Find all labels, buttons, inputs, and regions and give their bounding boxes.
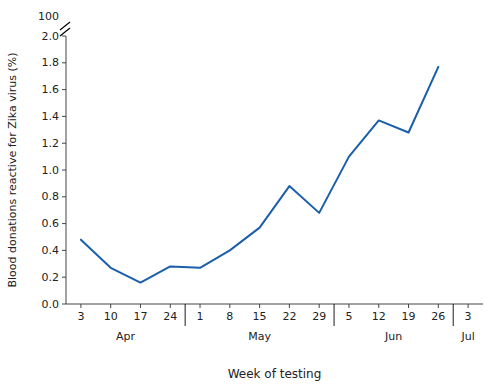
- x-tick: [408, 304, 409, 308]
- plot-area: [81, 67, 438, 283]
- y-tick-label: 0.4: [42, 244, 60, 257]
- month-divider: [185, 304, 186, 326]
- chart: 0.0 0.2 0.4 0.6 0.8 1.0 1.2 1.4 1.6 1.8 2.0 100 3 10 1…: [0, 0, 497, 388]
- x-tick-label: 10: [104, 310, 118, 323]
- y-tick-label: 0.2: [42, 271, 60, 284]
- x-tick: [80, 304, 81, 308]
- x-tick: [289, 304, 290, 308]
- x-tick: [140, 304, 141, 308]
- x-tick: [170, 304, 171, 308]
- month-divider: [453, 304, 454, 326]
- x-tick: [229, 304, 230, 308]
- month-divider: [334, 304, 335, 326]
- y-axis-line: [66, 36, 67, 304]
- y-tick-label: 0.0: [42, 298, 60, 311]
- y-tick: [62, 250, 66, 251]
- y-tick-label: 1.2: [42, 137, 60, 150]
- x-axis-label: Week of testing: [228, 367, 322, 381]
- month-label: Jul: [460, 330, 474, 343]
- y-tick-label: 0.6: [42, 217, 60, 230]
- x-tick: [259, 304, 260, 308]
- axis-break: 100: [38, 10, 70, 37]
- y-tick: [62, 304, 66, 305]
- x-tick: [200, 304, 201, 308]
- y-tick-label: 1.6: [42, 83, 60, 96]
- month-label: Jun: [384, 330, 402, 343]
- y-tick-label: 0.8: [42, 190, 60, 203]
- month-label: Apr: [116, 330, 136, 343]
- x-tick-label: 17: [133, 310, 147, 323]
- y-tick: [62, 116, 66, 117]
- y-tick: [62, 277, 66, 278]
- y-tick: [62, 62, 66, 63]
- x-tick-label: 26: [431, 310, 445, 323]
- y-tick: [62, 223, 66, 224]
- y-tick-label: 1.0: [42, 164, 60, 177]
- data-line: [81, 67, 438, 283]
- y-tick-label: 1.8: [42, 56, 60, 69]
- y-axis-label: Blood donations reactive for Zika virus …: [6, 52, 19, 287]
- y-tick: [62, 89, 66, 90]
- y-tick-label: 1.4: [42, 110, 60, 123]
- x-tick: [319, 304, 320, 308]
- x-tick: [438, 304, 439, 308]
- month-label: May: [248, 330, 271, 343]
- x-axis: 3 10 17 24 1 8 15 22 29 5 12 19 26 3 Apr May Jun Jul: [66, 304, 483, 343]
- x-tick-label: 29: [312, 310, 326, 323]
- x-tick-label: 1: [197, 310, 204, 323]
- break-mark: [60, 28, 70, 36]
- x-tick-label: 5: [345, 310, 352, 323]
- x-axis-line: [66, 304, 483, 305]
- x-tick-label: 12: [372, 310, 386, 323]
- y-tick: [62, 143, 66, 144]
- x-tick-label: 15: [253, 310, 267, 323]
- x-tick-label: 3: [77, 310, 84, 323]
- x-tick-label: 8: [226, 310, 233, 323]
- y-tick: [62, 36, 66, 37]
- x-tick: [468, 304, 469, 308]
- x-tick-label: 24: [163, 310, 177, 323]
- x-tick-label: 3: [465, 310, 472, 323]
- x-tick-label: 22: [282, 310, 296, 323]
- x-tick: [110, 304, 111, 308]
- x-tick-label: 19: [402, 310, 416, 323]
- x-tick: [378, 304, 379, 308]
- x-tick: [348, 304, 349, 308]
- y-tick-label: 2.0: [42, 30, 60, 43]
- y-tick: [62, 170, 66, 171]
- break-label: 100: [38, 10, 59, 23]
- y-tick: [62, 196, 66, 197]
- y-axis: 0.0 0.2 0.4 0.6 0.8 1.0 1.2 1.4 1.6 1.8 2.0: [42, 30, 67, 311]
